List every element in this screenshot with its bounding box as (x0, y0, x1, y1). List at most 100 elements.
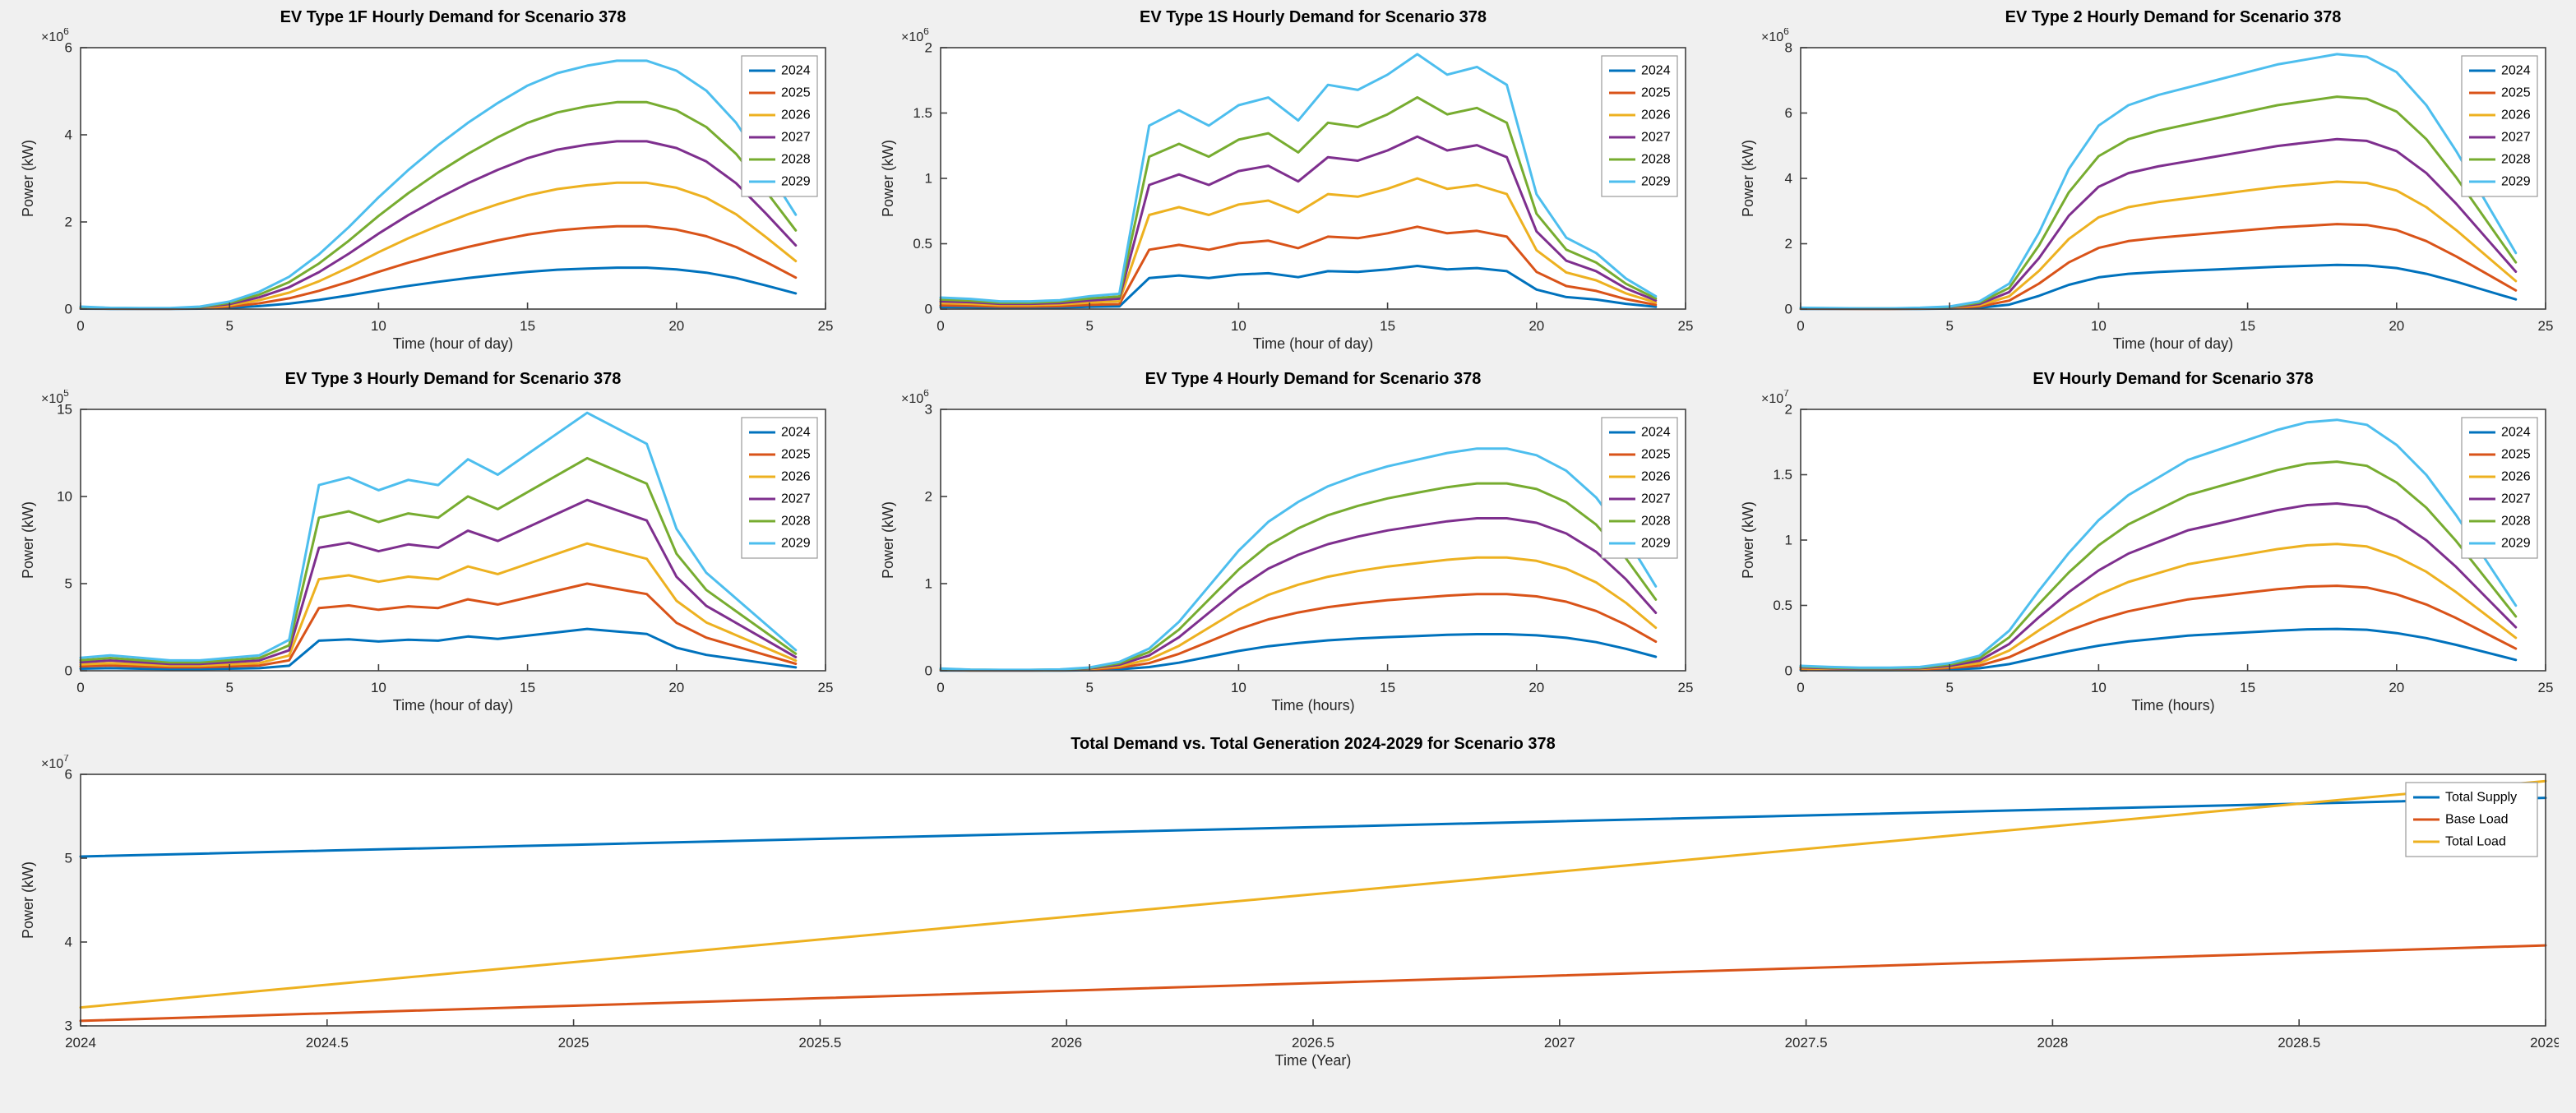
legend-label: 2026 (781, 109, 811, 122)
chart-title-ev-type-1f: EV Type 1F Hourly Demand for Scenario 37… (280, 8, 627, 26)
y-tick-label: 0 (1785, 302, 1792, 317)
x-tick-label: 5 (225, 680, 233, 695)
series-line-2027 (79, 498, 798, 666)
series-line-2024 (939, 265, 1658, 309)
legend-label: 2025 (2501, 448, 2531, 462)
x-tick-label: 5 (1085, 318, 1093, 334)
legend-label: 2028 (781, 153, 811, 167)
x-axis: 0 5 10 15 20 25 (1797, 664, 2553, 695)
y-tick-label: 6 (1785, 105, 1792, 121)
y-tick-label: 0 (65, 663, 72, 679)
y-tick-label: 5 (65, 851, 72, 866)
legend-label: 2024 (2501, 64, 2531, 78)
axes-box (80, 409, 826, 672)
legend: 2024 2025 2026 2027 2028 2029 (2461, 417, 2538, 559)
y-exponent-label: ×106 (41, 28, 69, 44)
y-tick-label: 1 (925, 576, 932, 592)
x-tick-label: 0 (937, 680, 944, 695)
y-tick-label: 1 (925, 171, 932, 187)
legend: Total Supply Base Load Total Load (2405, 782, 2538, 857)
legend-label: 2025 (2501, 86, 2531, 100)
y-tick-label: 4 (65, 935, 72, 950)
legend-label: 2026 (1641, 109, 1671, 122)
legend-label: 2025 (1641, 86, 1671, 100)
y-tick-label: 6 (65, 40, 72, 56)
y-exponent-label: ×105 (41, 390, 69, 406)
series-group (79, 411, 798, 671)
x-tick-label: 5 (1945, 318, 1953, 334)
legend-label: Base Load (2445, 813, 2509, 827)
y-tick-label: 15 (57, 402, 72, 418)
x-tick-label: 0 (76, 318, 84, 334)
legend: 2024 2025 2026 2027 2028 2029 (1601, 55, 1678, 197)
x-axis-label: Time (hour of day) (393, 697, 513, 714)
y-tick-label: 0 (925, 302, 932, 317)
plot-area (1801, 48, 2546, 309)
chart-canvas-total-demand-vs-generation: 2024 2024.5 2025 2025.5 2026 2026.5 2027 2027.5… (20, 755, 2559, 1069)
x-axis-label: Time (hour of day) (1253, 335, 1373, 352)
series-line-2029 (1799, 53, 2518, 310)
x-tick-label: 10 (2091, 318, 2107, 334)
legend: 2024 2025 2026 2027 2028 2029 (2461, 55, 2538, 197)
series-line-2029 (939, 53, 1658, 303)
y-tick-label: 4 (65, 127, 72, 143)
chart-panel-ev-type-2: EV Type 2 Hourly Demand for Scenario 378… (1737, 7, 2559, 362)
series-line-2028 (939, 95, 1658, 304)
series-line-total-load (79, 779, 2547, 1009)
chart-panel-ev-type-4: EV Type 4 Hourly Demand for Scenario 378… (876, 368, 1699, 723)
series-line-2029 (1799, 418, 2518, 669)
legend-label: 2026 (2501, 109, 2531, 122)
x-tick-label: 10 (1231, 680, 1246, 695)
y-tick-label: 4 (1785, 171, 1792, 187)
plot-area (81, 774, 2546, 1026)
legend-box (1601, 55, 1678, 197)
y-tick-label: 0.5 (913, 236, 932, 252)
x-tick-label: 2027 (1544, 1035, 1575, 1051)
legend-label: 2029 (1641, 537, 1671, 551)
legend-label: 2026 (781, 470, 811, 484)
x-axis-label: Time (hours) (2131, 697, 2214, 714)
y-exponent-label: ×106 (901, 28, 929, 44)
x-tick-label: 0 (1797, 680, 1804, 695)
x-tick-label: 20 (2389, 318, 2404, 334)
y-tick-label: 6 (65, 767, 72, 783)
x-axis: 2024 2024.5 2025 2025.5 2026 2026.5 2027 2027.5… (65, 1019, 2559, 1051)
series-group (939, 53, 1658, 309)
chart-title-ev-type-1s: EV Type 1S Hourly Demand for Scenario 37… (1140, 8, 1487, 26)
axes-box (940, 409, 1686, 672)
legend-label: 2024 (781, 64, 811, 78)
y-exponent-label: ×106 (901, 390, 929, 406)
legend-box (741, 417, 818, 559)
legend-label: Total Load (2445, 835, 2506, 849)
x-tick-label: 10 (2091, 680, 2107, 695)
x-tick-label: 2025.5 (798, 1035, 841, 1051)
x-tick-label: 15 (2240, 680, 2255, 695)
x-tick-label: 25 (1678, 680, 1694, 695)
legend-label: 2027 (2501, 492, 2531, 506)
x-axis-label: Time (hour of day) (393, 335, 513, 352)
legend-label: 2027 (781, 492, 811, 506)
x-tick-label: 5 (1945, 680, 1953, 695)
x-tick-label: 20 (2389, 680, 2404, 695)
legend-label: 2027 (1641, 131, 1671, 145)
plot-area (1801, 409, 2546, 671)
y-exponent-label: ×107 (1761, 390, 1789, 406)
y-axis: 0 1 2 3 (925, 402, 947, 679)
plot-area (941, 48, 1686, 309)
y-axis-label: Power (kW) (20, 861, 36, 939)
chart-panel-ev-type-1s: EV Type 1S Hourly Demand for Scenario 37… (876, 7, 1699, 362)
legend-label: 2024 (781, 426, 811, 440)
series-line-2026 (939, 177, 1658, 307)
x-axis-label: Time (hours) (1271, 697, 1354, 714)
chart-title-ev-total: EV Hourly Demand for Scenario 378 (2033, 370, 2314, 388)
y-tick-label: 0 (1785, 663, 1792, 679)
series-line-2029 (939, 447, 1658, 672)
y-tick-label: 0 (925, 663, 932, 679)
x-axis: 0 5 10 15 20 25 (937, 302, 1693, 334)
chart-panel-ev-total: EV Hourly Demand for Scenario 378 0 5 10 15… (1737, 368, 2559, 723)
x-tick-label: 10 (1231, 318, 1246, 334)
